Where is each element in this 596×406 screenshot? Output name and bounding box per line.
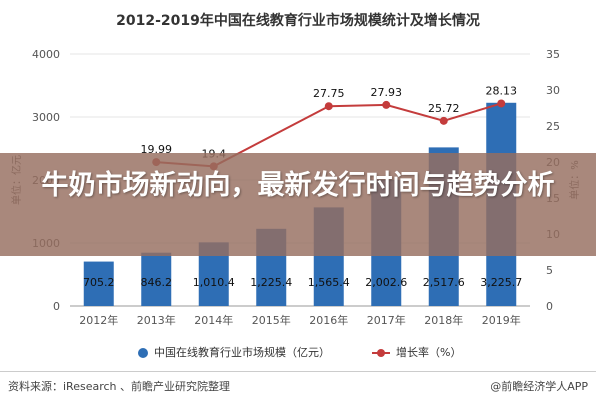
y2-tick-label: 25	[546, 120, 560, 133]
bar-value-label: 2,517.6	[423, 276, 465, 289]
y2-tick-label: 5	[546, 264, 553, 277]
y-tick-label: 3000	[32, 111, 60, 124]
brand-text: @前瞻经济学人APP	[490, 380, 588, 393]
y-tick-label: 0	[53, 300, 60, 313]
footer-divider	[0, 371, 596, 372]
bar-value-label: 705.2	[83, 276, 115, 289]
growth-value-label: 28.13	[486, 84, 518, 97]
x-tick-label: 2018年	[424, 313, 463, 327]
x-tick-label: 2016年	[309, 313, 348, 327]
legend-line-swatch	[372, 349, 390, 357]
growth-point	[497, 99, 506, 108]
legend-bar-label: 中国在线教育行业市场规模（亿元）	[154, 346, 330, 359]
growth-point	[439, 116, 448, 125]
x-tick-label: 2019年	[482, 313, 521, 327]
growth-value-label: 27.75	[313, 87, 345, 100]
legend-line-label: 增长率（%）	[396, 346, 462, 359]
bar-value-label: 846.2	[141, 276, 173, 289]
y-tick-label: 4000	[32, 48, 60, 61]
growth-point	[382, 100, 391, 109]
source-text: 资料来源：iResearch 、前瞻产业研究院整理	[8, 380, 231, 393]
legend-item-line: 增长率（%）	[372, 344, 461, 360]
headline-banner	[0, 153, 596, 256]
growth-value-label: 25.72	[428, 102, 460, 115]
x-tick-label: 2014年	[194, 313, 233, 327]
legend-bar-swatch	[138, 348, 148, 358]
y2-tick-label: 35	[546, 48, 560, 61]
y2-tick-label: 0	[546, 300, 553, 313]
x-tick-label: 2012年	[79, 313, 118, 327]
growth-value-label: 19.99	[141, 143, 173, 156]
growth-value-label: 27.93	[371, 86, 403, 99]
bar-value-label: 1,225.4	[250, 276, 292, 289]
growth-point	[324, 102, 333, 111]
x-tick-label: 2013年	[137, 313, 176, 327]
legend-item-bar: 中国在线教育行业市场规模（亿元）	[138, 344, 330, 360]
bar-value-label: 1,565.4	[308, 276, 350, 289]
bar	[141, 252, 172, 306]
chart-title: 2012-2019年中国在线教育行业市场规模统计及增长情况	[116, 13, 480, 29]
bar-value-label: 3,225.7	[480, 276, 522, 289]
bar-value-label: 1,010.4	[193, 276, 235, 289]
x-tick-label: 2017年	[367, 313, 406, 327]
headline-text: 牛奶市场新动向，最新发行时间与趋势分析	[41, 170, 555, 201]
bar	[83, 261, 114, 306]
y2-tick-label: 30	[546, 84, 560, 97]
x-tick-label: 2015年	[252, 313, 291, 327]
bar-value-label: 2,002.6	[365, 276, 407, 289]
